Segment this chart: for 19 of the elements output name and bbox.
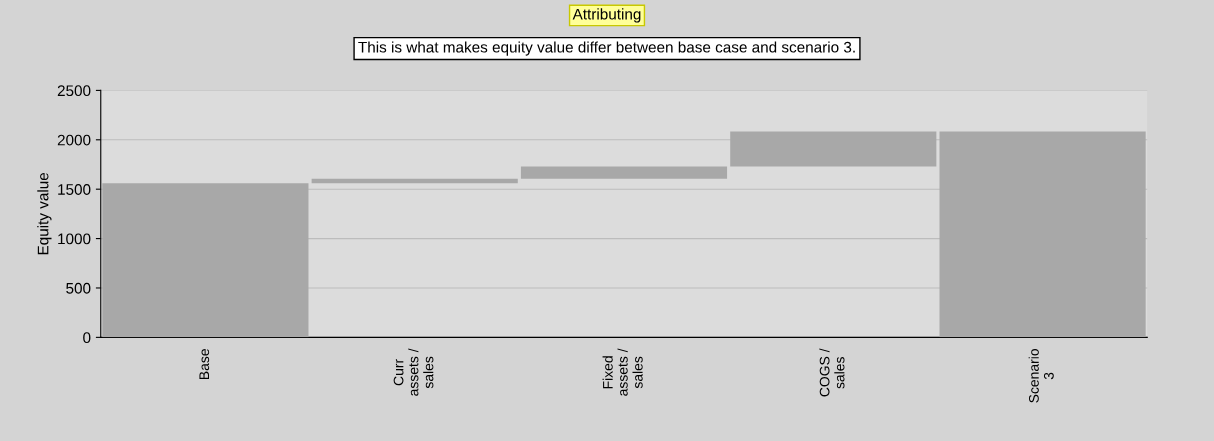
chart-subtitle: This is what makes equity value differ between base case and scenario 3.	[358, 41, 855, 56]
y-tick-label: 1500	[58, 184, 91, 195]
bar	[311, 178, 518, 184]
bar	[939, 131, 1146, 338]
y-tick-label: 500	[66, 282, 91, 294]
y-tick-label: 2000	[57, 134, 91, 146]
y-axis-title: Equity value	[37, 172, 52, 255]
x-tick-label: Fixed assets / sales	[602, 348, 643, 396]
x-tick-label: Scenario 3	[1028, 349, 1054, 403]
x-tick-label: Base	[199, 349, 210, 379]
y-tick-label: 2500	[57, 85, 91, 97]
bar	[730, 131, 937, 167]
x-tick-label: COGS / sales	[819, 348, 845, 397]
bar	[102, 183, 309, 338]
y-tick-label: 0	[83, 332, 91, 344]
chart-title: Attributing	[572, 8, 641, 23]
y-tick-label: 1000	[58, 233, 91, 245]
bar	[520, 166, 728, 179]
x-tick-label: Curr assets / sales	[393, 348, 434, 396]
